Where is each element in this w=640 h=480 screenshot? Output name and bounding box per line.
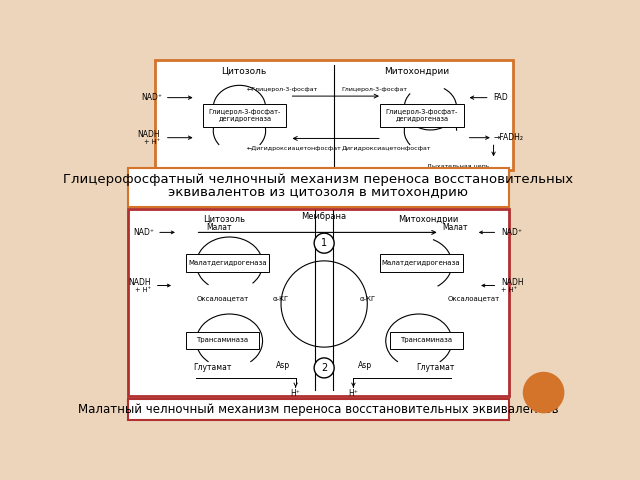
- Text: Глутамат: Глутамат: [193, 363, 232, 372]
- Text: Митохондрии: Митохондрии: [384, 67, 449, 76]
- Text: Трансаминаза: Трансаминаза: [400, 337, 452, 343]
- Text: ←Дигидроксиацетонфосфат: ←Дигидроксиацетонфосфат: [247, 146, 342, 151]
- Text: ←Глицерол-3-фосфат: ←Глицерол-3-фосфат: [247, 87, 319, 93]
- Circle shape: [314, 233, 334, 253]
- Text: →FADH₂: →FADH₂: [493, 133, 524, 142]
- Text: H⁺: H⁺: [348, 389, 358, 398]
- Circle shape: [281, 261, 367, 347]
- Text: 2: 2: [321, 363, 327, 373]
- Text: NAD⁺: NAD⁺: [141, 93, 163, 102]
- Text: NAD⁺: NAD⁺: [501, 228, 522, 237]
- Bar: [155, 60, 513, 170]
- Bar: [128, 399, 509, 420]
- Text: + H⁺: + H⁺: [135, 287, 151, 293]
- Text: α-КГ: α-КГ: [360, 296, 376, 302]
- Text: эквивалентов из цитозоля в митохондрию: эквивалентов из цитозоля в митохондрию: [168, 186, 468, 199]
- Bar: [390, 332, 463, 348]
- Bar: [380, 104, 463, 127]
- Text: Цитозоль: Цитозоль: [221, 67, 266, 76]
- Text: 1: 1: [321, 238, 327, 248]
- Text: Малатный челночный механизм переноса восстановительных эквивалентов: Малатный челночный механизм переноса вос…: [77, 403, 558, 416]
- Text: Малат: Малат: [442, 223, 467, 231]
- Text: Глицерофосфатный челночный механизм переноса восстановительных: Глицерофосфатный челночный механизм пере…: [63, 173, 573, 186]
- Text: Дыхательная цепь: Дыхательная цепь: [428, 163, 490, 168]
- Circle shape: [314, 358, 334, 378]
- Text: Трансаминаза: Трансаминаза: [196, 337, 248, 343]
- Circle shape: [523, 372, 564, 413]
- Bar: [186, 254, 269, 273]
- Text: Малат: Малат: [206, 223, 232, 231]
- Text: Asp: Asp: [358, 361, 372, 370]
- Text: Asp: Asp: [276, 361, 291, 370]
- Bar: [380, 254, 463, 273]
- Text: Малатдегидрогеназа: Малатдегидрогеназа: [382, 260, 461, 266]
- Text: Цитозоль: Цитозоль: [203, 215, 245, 224]
- Text: NADH: NADH: [501, 278, 524, 287]
- Text: FAD: FAD: [493, 93, 508, 102]
- Text: Глицерол-3-фосфат-
дегидрогеназа: Глицерол-3-фосфат- дегидрогеназа: [386, 109, 458, 122]
- Text: Дигидроксиацетонфосфат: Дигидроксиацетонфосфат: [342, 146, 431, 151]
- Text: Митохондрии: Митохондрии: [398, 215, 458, 224]
- Text: NADH: NADH: [138, 130, 160, 139]
- Text: Малатдегидрогеназа: Малатдегидрогеназа: [189, 260, 268, 266]
- Text: Глутамат: Глутамат: [417, 363, 455, 372]
- Text: Глицерол-3-фосфат: Глицерол-3-фосфат: [342, 87, 408, 93]
- Text: Глицерол-3-фосфат-
дегидрогеназа: Глицерол-3-фосфат- дегидрогеназа: [209, 109, 281, 122]
- Text: Оксалоацетат: Оксалоацетат: [448, 295, 500, 301]
- Bar: [204, 104, 287, 127]
- Bar: [128, 168, 509, 207]
- Text: α-КГ: α-КГ: [272, 296, 289, 302]
- Bar: [128, 208, 509, 396]
- Text: Оксалоацетат: Оксалоацетат: [197, 295, 250, 301]
- Bar: [186, 332, 259, 348]
- Text: Мембрана: Мембрана: [301, 213, 347, 221]
- Text: NAD⁺: NAD⁺: [134, 228, 155, 237]
- Text: + H⁺: + H⁺: [501, 287, 517, 293]
- Text: H⁺: H⁺: [291, 389, 301, 398]
- Text: NADH: NADH: [128, 278, 151, 287]
- Text: + H⁺: + H⁺: [144, 139, 160, 145]
